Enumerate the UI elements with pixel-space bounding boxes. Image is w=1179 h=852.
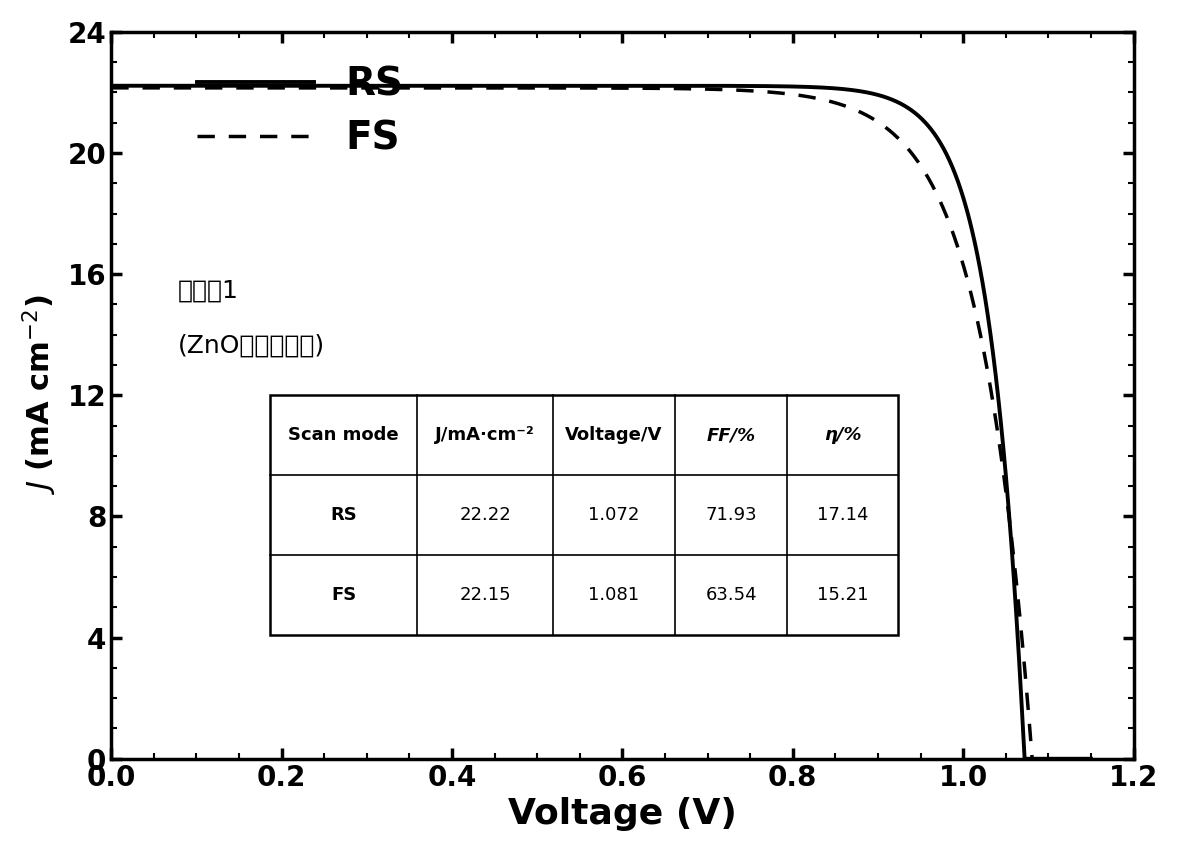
RS — [216, 81, 230, 91]
RS — [522, 81, 536, 91]
Text: FF/%: FF/% — [706, 426, 756, 444]
Text: RS: RS — [330, 506, 357, 524]
RS — [274, 81, 288, 91]
FS — [1026, 754, 1040, 764]
Text: 1.072: 1.072 — [588, 506, 640, 524]
Bar — [270, 395, 898, 636]
Text: η/%: η/% — [824, 426, 862, 444]
RS — [104, 81, 118, 91]
Line: FS: FS — [111, 88, 1091, 759]
Y-axis label: $J$ (mA cm$^{-2}$): $J$ (mA cm$^{-2}$) — [21, 295, 59, 496]
Legend: RS, FS: RS, FS — [197, 66, 403, 158]
RS — [1017, 754, 1032, 764]
Text: 71.93: 71.93 — [705, 506, 757, 524]
Text: J/mA·cm⁻²: J/mA·cm⁻² — [435, 426, 535, 444]
FS — [216, 83, 230, 93]
Text: Voltage/V: Voltage/V — [565, 426, 663, 444]
Line: RS: RS — [111, 86, 1091, 759]
FS — [104, 83, 118, 93]
FS — [480, 83, 494, 93]
FS — [1065, 754, 1079, 764]
Text: 22.15: 22.15 — [460, 586, 511, 604]
FS — [1084, 754, 1098, 764]
RS — [1065, 754, 1079, 764]
Text: FS: FS — [331, 586, 356, 604]
Text: 17.14: 17.14 — [817, 506, 869, 524]
RS — [1084, 754, 1098, 764]
Text: 实施例1: 实施例1 — [178, 279, 238, 303]
Text: (ZnO未硫化处理): (ZnO未硫化处理) — [178, 333, 325, 358]
Text: 22.22: 22.22 — [459, 506, 511, 524]
Text: 63.54: 63.54 — [705, 586, 757, 604]
Text: 15.21: 15.21 — [817, 586, 869, 604]
FS — [522, 83, 536, 93]
FS — [274, 83, 288, 93]
X-axis label: Voltage (V): Voltage (V) — [508, 797, 737, 832]
Text: 1.081: 1.081 — [588, 586, 639, 604]
RS — [480, 81, 494, 91]
FS — [959, 270, 973, 280]
Text: Scan mode: Scan mode — [289, 426, 399, 444]
RS — [959, 203, 973, 213]
